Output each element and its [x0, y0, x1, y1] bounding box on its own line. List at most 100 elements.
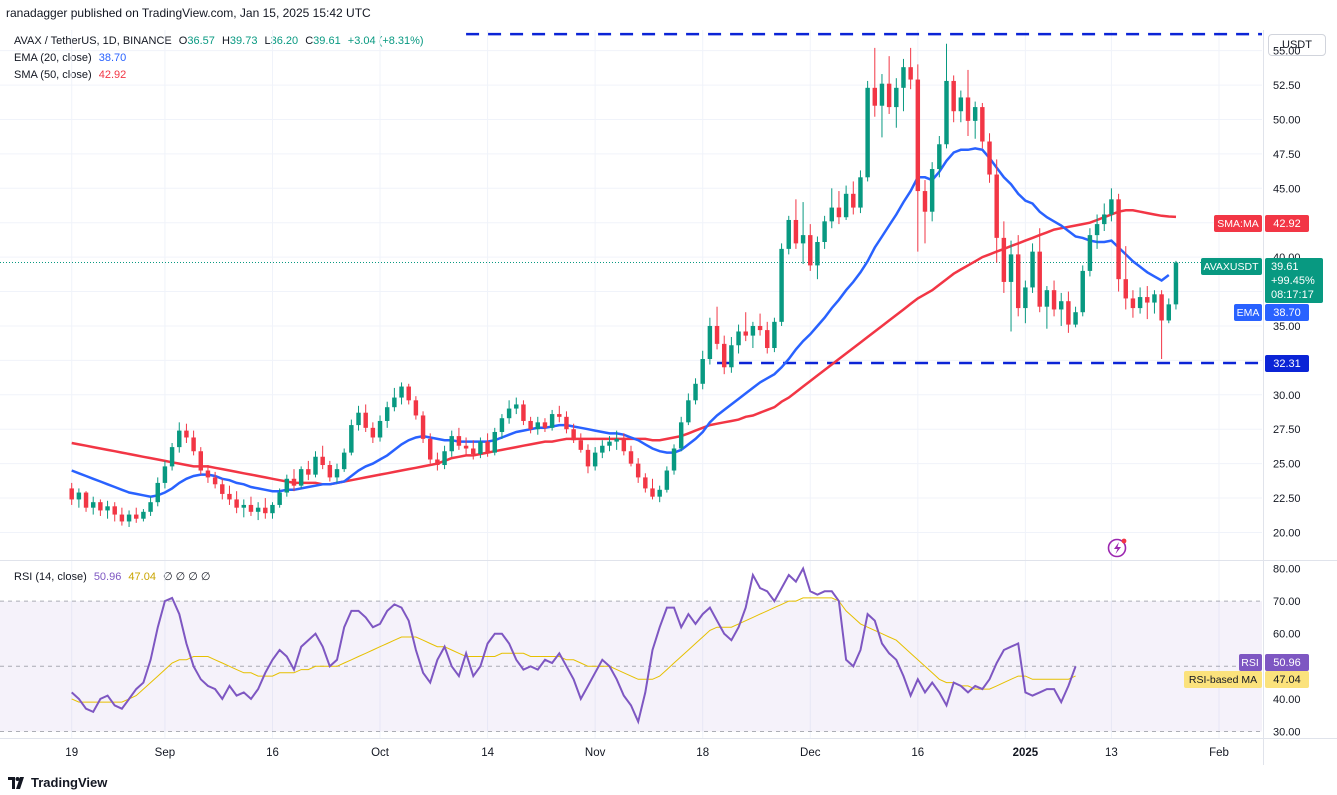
candle-body	[248, 504, 254, 512]
candle	[392, 387, 397, 412]
candle-body	[858, 177, 863, 208]
candle-body	[757, 325, 763, 331]
ema-legend[interactable]: EMA (20, close) 38.70	[14, 52, 130, 64]
candle	[1059, 292, 1064, 326]
candle-body	[994, 174, 999, 238]
candle	[413, 396, 419, 420]
candle	[1008, 240, 1014, 332]
candle	[822, 215, 827, 249]
candle-body	[822, 221, 827, 242]
candle-body	[1037, 251, 1042, 307]
candle	[184, 423, 189, 443]
candle-body	[607, 441, 612, 446]
candle	[1109, 188, 1114, 222]
candle-body	[1059, 301, 1064, 310]
candle-body	[843, 193, 849, 218]
candle-body	[915, 79, 921, 192]
candle-body	[621, 438, 627, 452]
candle	[944, 43, 949, 149]
candle	[836, 191, 842, 225]
candle-body	[141, 511, 146, 519]
time-tick-label: 16	[266, 747, 279, 759]
sma-legend-label: SMA (50, close)	[14, 69, 92, 81]
time-tick-label: Nov	[585, 747, 606, 759]
candle	[607, 436, 612, 452]
candle-body	[800, 235, 806, 244]
rsi-band-lines	[0, 600, 1262, 732]
candle-body	[714, 325, 720, 344]
candle	[585, 444, 591, 474]
candle-body	[119, 514, 125, 522]
candle	[915, 64, 921, 252]
time-tick-label: Sep	[155, 747, 175, 759]
candle	[937, 136, 942, 178]
candle-body	[937, 144, 942, 170]
candle-body	[1015, 254, 1021, 309]
candle-body	[1066, 301, 1071, 325]
candle	[872, 47, 878, 117]
candle	[858, 170, 863, 214]
candle	[678, 416, 684, 452]
publisher-line: ranadagger published on TradingView.com,…	[6, 6, 371, 20]
candle-body	[772, 321, 777, 348]
sma-badge-value: 42.92	[1273, 218, 1301, 230]
candle	[148, 496, 153, 516]
candle	[1102, 203, 1107, 231]
candle	[987, 133, 992, 183]
candle	[528, 416, 533, 434]
candle	[592, 447, 598, 471]
candle-body	[650, 488, 655, 497]
candle	[1130, 290, 1136, 318]
rsi-ma-badge: RSI-based MA 47.04	[1184, 671, 1309, 688]
candle	[571, 423, 576, 443]
candle	[700, 350, 705, 390]
candle	[772, 317, 777, 353]
candle-body	[363, 412, 368, 428]
candle	[1145, 286, 1150, 320]
candles	[69, 43, 1179, 527]
candle	[714, 306, 720, 350]
support-badge-value: 32.31	[1273, 358, 1301, 370]
rsi-legend[interactable]: RSI (14, close) 50.96 47.04 ∅ ∅ ∅ ∅	[14, 570, 215, 583]
currency-selector[interactable]: USDT	[1268, 34, 1326, 56]
candle	[1087, 228, 1093, 277]
candle	[800, 202, 806, 265]
candle-body	[894, 87, 899, 108]
time-tick-label: 14	[481, 747, 494, 759]
price-tick-label: 25.00	[1273, 459, 1301, 471]
candle	[743, 312, 748, 342]
candle	[492, 427, 497, 456]
candle	[234, 491, 239, 514]
candle	[241, 499, 247, 518]
candle	[69, 482, 74, 505]
candle	[506, 400, 512, 424]
rsi-badge: RSI 50.96	[1239, 654, 1309, 671]
candle	[1166, 298, 1172, 324]
alert-icon[interactable]	[1107, 538, 1127, 558]
candle-body	[492, 431, 497, 453]
candle	[908, 47, 913, 90]
candle	[564, 411, 569, 434]
candle-body	[399, 386, 404, 398]
tradingview-logo[interactable]: TradingView	[8, 775, 107, 790]
candle	[155, 477, 160, 507]
candle	[478, 437, 483, 459]
candle	[499, 414, 505, 439]
candle-body	[341, 452, 347, 470]
candle	[994, 159, 999, 263]
ema-badge-label: EMA	[1237, 307, 1260, 319]
candle	[1116, 193, 1121, 292]
candle-body	[370, 427, 376, 438]
candle-body	[1094, 224, 1100, 236]
symbol-label[interactable]: AVAX / TetherUS, 1D, BINANCE	[14, 35, 172, 47]
candle-body	[291, 478, 297, 486]
candle-body	[1102, 214, 1107, 225]
candle	[169, 442, 175, 471]
sma-legend[interactable]: SMA (50, close) 42.92	[14, 69, 130, 81]
candle	[879, 74, 885, 138]
candle-body	[980, 107, 985, 142]
rsi-tick-label: 30.00	[1273, 726, 1301, 738]
candle	[420, 411, 426, 443]
candle	[341, 448, 347, 472]
